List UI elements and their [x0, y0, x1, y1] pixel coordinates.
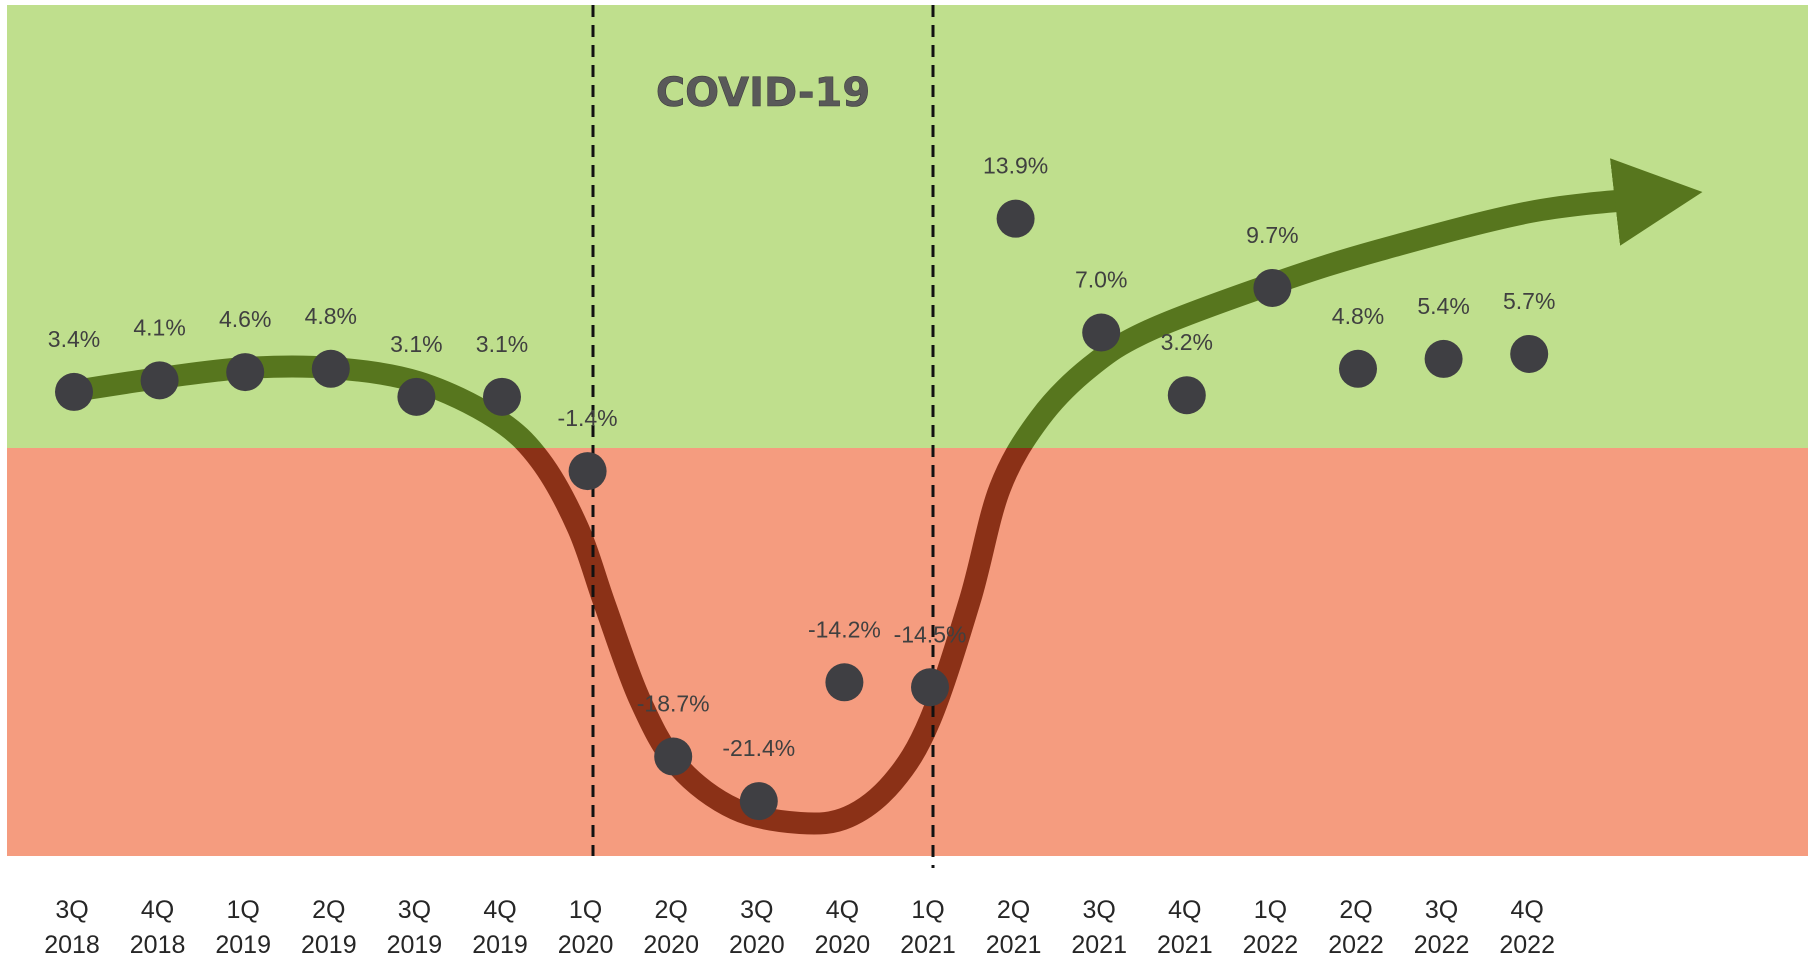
x-tick-year: 2018 — [130, 931, 186, 958]
covid-annotation: COVID-19 — [656, 70, 870, 116]
data-label: 4.8% — [1332, 303, 1384, 329]
x-tick-year: 2022 — [1243, 931, 1299, 958]
x-tick-quarter: 2Q — [997, 896, 1030, 924]
x-tick-year: 2022 — [1328, 931, 1384, 958]
data-point — [568, 452, 607, 491]
negative-zone — [7, 448, 1808, 856]
x-tick-year: 2019 — [472, 931, 528, 958]
data-point — [1082, 313, 1121, 352]
x-tick-quarter: 4Q — [826, 896, 859, 924]
data-point — [483, 377, 521, 416]
x-tick-quarter: 2Q — [312, 896, 345, 924]
x-tick-quarter: 1Q — [911, 896, 944, 924]
x-tick-year: 2021 — [1157, 931, 1213, 958]
data-point — [1424, 339, 1463, 378]
x-tick-year: 2019 — [215, 931, 271, 958]
data-label: 13.9% — [983, 153, 1048, 179]
data-point — [654, 737, 693, 776]
data-label: 9.7% — [1246, 222, 1298, 248]
data-point — [911, 668, 949, 707]
data-label: 5.4% — [1417, 293, 1469, 319]
data-label: 4.1% — [133, 314, 185, 340]
x-tick-quarter: 4Q — [1511, 896, 1544, 924]
data-point — [226, 353, 265, 392]
x-tick-year: 2022 — [1499, 931, 1555, 958]
x-tick-year: 2020 — [558, 931, 614, 958]
data-point — [55, 372, 93, 411]
data-point — [1253, 268, 1292, 307]
data-point — [311, 349, 350, 388]
x-tick-quarter: 4Q — [483, 896, 516, 924]
data-point — [397, 377, 436, 416]
trend-line-negative — [515, 448, 1033, 835]
x-tick-quarter: 3Q — [398, 896, 431, 924]
data-label: -14.2% — [808, 616, 881, 642]
data-label: 3.1% — [390, 331, 442, 357]
x-tick-year: 2022 — [1414, 931, 1470, 958]
x-tick-year: 2020 — [729, 931, 785, 958]
x-tick-quarter: 1Q — [1254, 896, 1287, 924]
x-tick-year: 2020 — [643, 931, 699, 958]
x-tick-quarter: 4Q — [1168, 896, 1201, 924]
x-tick-year: 2018 — [44, 931, 100, 958]
x-tick-year: 2020 — [815, 931, 871, 958]
x-tick-year: 2021 — [986, 931, 1042, 958]
data-label: 4.6% — [219, 306, 271, 332]
x-tick-quarter: 3Q — [1425, 896, 1458, 924]
x-tick-quarter: 3Q — [740, 896, 773, 924]
positive-zone — [7, 5, 1808, 448]
x-tick-quarter: 2Q — [1339, 896, 1372, 924]
data-point — [1339, 349, 1377, 388]
data-label: 3.2% — [1161, 329, 1213, 355]
x-tick-quarter: 2Q — [655, 896, 688, 924]
data-label: 7.0% — [1075, 267, 1127, 293]
x-tick-quarter: 3Q — [55, 896, 88, 924]
x-tick-year: 2019 — [387, 931, 443, 958]
data-label: 5.7% — [1503, 288, 1555, 314]
data-label: 4.8% — [305, 303, 357, 329]
x-tick-quarter: 1Q — [569, 896, 602, 924]
data-point — [1167, 376, 1206, 415]
data-point — [140, 361, 179, 400]
data-label: -18.7% — [637, 691, 710, 717]
data-label: -21.4% — [722, 735, 795, 761]
x-tick-quarter: 3Q — [1083, 896, 1116, 924]
data-label: -14.5% — [894, 621, 967, 647]
x-tick-year: 2021 — [1071, 931, 1127, 958]
x-tick-year: 2021 — [900, 931, 956, 958]
data-point — [1510, 334, 1549, 373]
data-label: 3.1% — [476, 331, 528, 357]
x-tick-quarter: 1Q — [227, 896, 260, 924]
data-point — [739, 782, 778, 821]
x-tick-year: 2019 — [301, 931, 357, 958]
data-label: -1.4% — [558, 405, 618, 431]
data-point — [825, 663, 864, 702]
data-label: 3.4% — [48, 326, 100, 352]
data-point — [996, 199, 1035, 238]
x-tick-quarter: 4Q — [141, 896, 174, 924]
